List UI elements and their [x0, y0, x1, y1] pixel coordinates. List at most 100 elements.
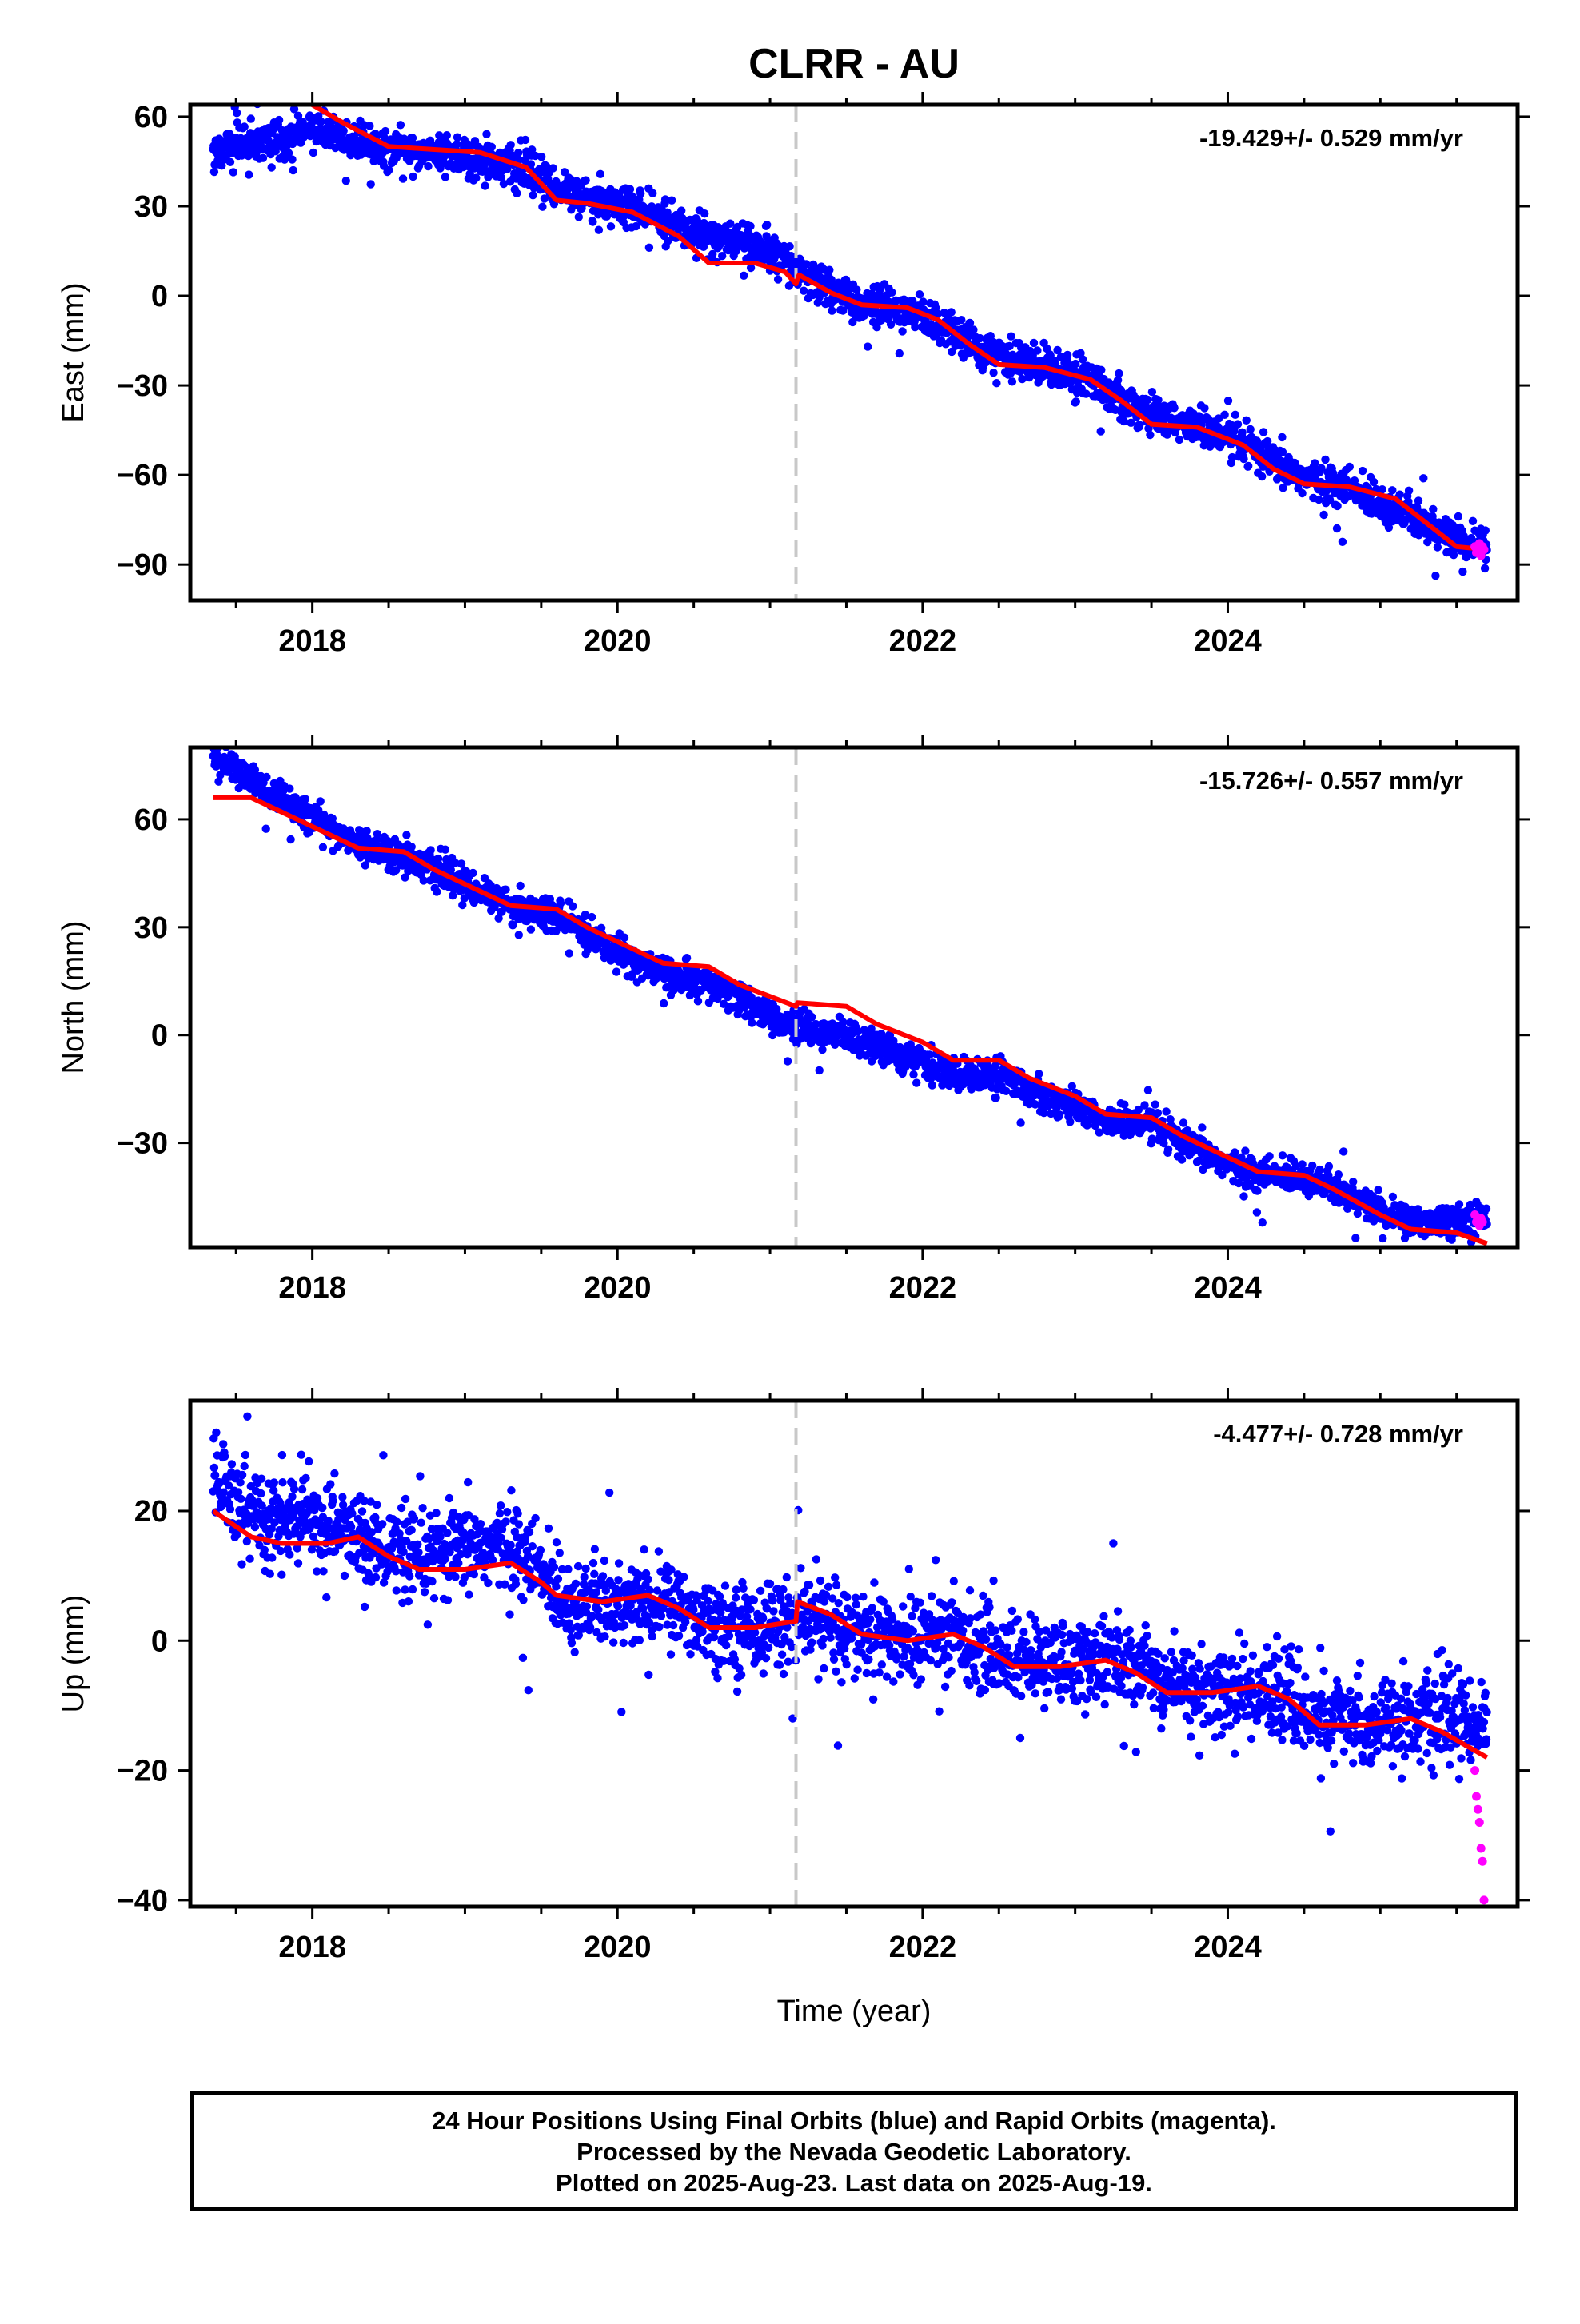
final-orbit-point: [397, 121, 405, 129]
final-orbit-point: [1253, 1208, 1261, 1216]
final-orbit-point: [1097, 366, 1105, 374]
final-orbit-point: [626, 185, 634, 193]
final-orbit-point: [928, 1081, 936, 1089]
final-orbit-point: [916, 290, 924, 298]
final-orbit-point: [1351, 1234, 1359, 1242]
final-orbit-point: [1016, 1118, 1024, 1126]
final-orbit-point: [784, 1057, 792, 1065]
final-orbit-point: [1265, 1152, 1273, 1160]
final-orbit-point: [340, 126, 348, 134]
final-orbit-point: [402, 831, 410, 839]
final-orbit-point: [595, 226, 603, 234]
final-orbit-point: [408, 843, 416, 851]
final-orbit-point: [852, 285, 860, 293]
plot-frame: [190, 105, 1518, 600]
final-orbit-point: [1419, 474, 1427, 482]
y-tick-label: 30: [134, 190, 168, 224]
final-orbit-point: [1258, 472, 1266, 480]
final-orbit-point: [1335, 1170, 1343, 1178]
final-orbit-point: [896, 349, 904, 357]
final-orbit-point: [481, 181, 489, 189]
final-orbit-point: [864, 342, 872, 350]
final-orbit-point: [527, 925, 535, 933]
final-orbit-point: [1224, 397, 1232, 405]
final-orbit-point: [1033, 346, 1041, 354]
final-orbit-point: [229, 168, 237, 176]
final-orbit-point: [1082, 389, 1090, 397]
final-orbit-point: [683, 954, 691, 962]
x-tick-label: 2020: [584, 624, 652, 658]
final-orbit-point: [501, 886, 509, 894]
final-orbit-point: [1120, 417, 1128, 425]
final-orbit-point: [1063, 351, 1071, 359]
final-orbit-point: [268, 163, 276, 171]
final-orbit-point: [1431, 572, 1439, 580]
final-orbit-point: [1239, 1192, 1247, 1200]
east-final-orbit-points: [209, 100, 1490, 580]
final-orbit-point: [241, 122, 249, 130]
y-axis-label: East (mm): [57, 282, 90, 422]
final-orbit-point: [1259, 1218, 1267, 1226]
x-tick-label: 2018: [278, 624, 346, 658]
final-orbit-point: [426, 846, 434, 854]
final-orbit-point: [1243, 417, 1251, 425]
final-orbit-point: [399, 174, 407, 182]
final-orbit-point: [342, 177, 350, 185]
final-orbit-point: [259, 154, 267, 162]
final-orbit-point: [589, 217, 596, 225]
y-tick-label: −30: [117, 369, 168, 403]
final-orbit-point: [1072, 397, 1080, 405]
final-orbit-point: [317, 118, 325, 126]
final-orbit-point: [1414, 496, 1422, 504]
final-orbit-point: [262, 773, 270, 781]
final-orbit-point: [1115, 369, 1123, 377]
final-orbit-point: [1097, 427, 1105, 435]
final-orbit-point: [1454, 512, 1462, 520]
final-orbit-point: [700, 209, 708, 217]
final-orbit-point: [317, 797, 325, 805]
final-orbit-point: [603, 213, 611, 221]
final-orbit-point: [286, 835, 294, 843]
final-orbit-point: [1278, 433, 1286, 441]
final-orbit-point: [1055, 1110, 1063, 1118]
final-orbit-point: [1178, 1155, 1186, 1163]
final-orbit-point: [1346, 463, 1354, 471]
final-orbit-point: [1120, 1101, 1128, 1109]
final-orbit-point: [1319, 511, 1327, 519]
final-orbit-point: [381, 127, 389, 135]
final-orbit-point: [1066, 1118, 1074, 1126]
final-orbit-point: [301, 795, 309, 803]
final-orbit-point: [1469, 517, 1477, 525]
final-orbit-point: [1148, 388, 1156, 396]
final-orbit-point: [726, 220, 734, 228]
x-tick-label: 2024: [1194, 624, 1262, 658]
rate-annotation: -19.429+/- 0.529 mm/yr: [1199, 124, 1463, 152]
final-orbit-point: [677, 206, 685, 214]
final-orbit-point: [1198, 1123, 1206, 1131]
final-orbit-point: [1146, 431, 1154, 439]
final-orbit-point: [948, 308, 956, 316]
final-orbit-point: [549, 164, 557, 172]
final-orbit-point: [1231, 1148, 1239, 1156]
final-orbit-point: [521, 136, 529, 144]
final-orbit-point: [581, 176, 589, 184]
final-orbit-point: [1333, 524, 1341, 532]
final-orbit-point: [517, 882, 525, 890]
final-orbit-point: [648, 189, 656, 197]
final-orbit-point: [309, 149, 317, 157]
rapid-orbit-point: [1480, 545, 1489, 554]
final-orbit-point: [469, 869, 477, 877]
final-orbit-point: [1135, 421, 1143, 429]
final-orbit-point: [909, 1070, 917, 1078]
final-orbit-point: [275, 116, 283, 124]
final-orbit-point: [1321, 456, 1329, 464]
final-orbit-point: [1008, 377, 1016, 385]
final-orbit-point: [289, 166, 297, 174]
final-orbit-point: [746, 222, 754, 230]
final-orbit-point: [1405, 487, 1413, 495]
final-orbit-point: [748, 1018, 756, 1026]
final-orbit-point: [285, 784, 293, 792]
final-orbit-point: [1241, 1146, 1249, 1154]
